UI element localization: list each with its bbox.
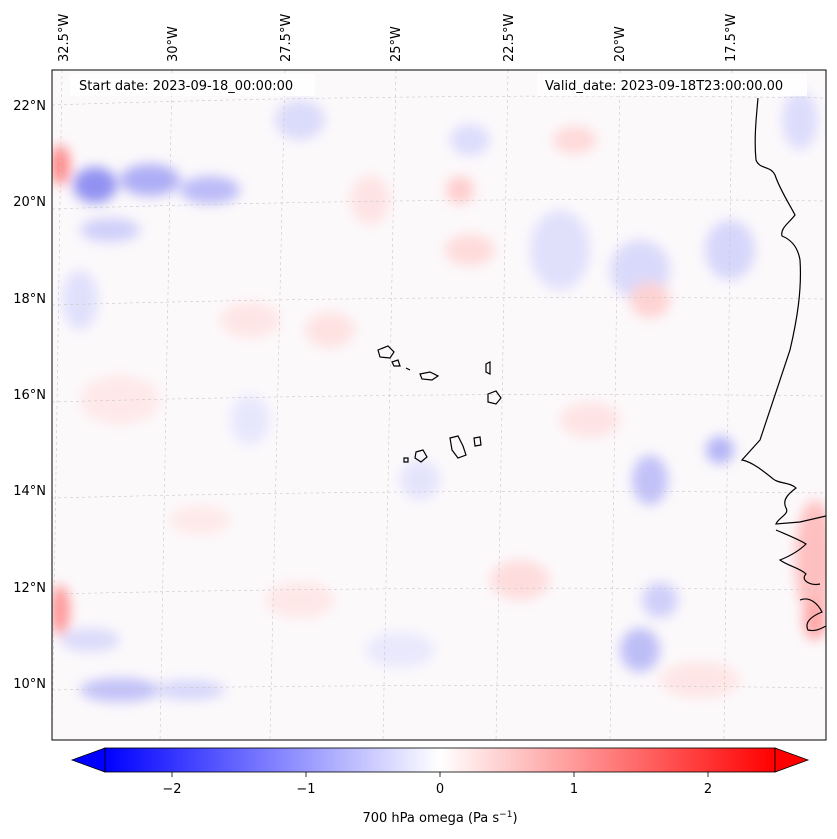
lat-label: 18°N: [13, 292, 46, 307]
lon-label: 17.5°W: [724, 14, 739, 62]
start-date-label: Start date: 2023-09-18_00:00:00: [79, 79, 293, 94]
lon-label: 20°W: [613, 26, 628, 62]
gridlines: [52, 70, 826, 740]
colorbar-tick-label: −2: [162, 782, 181, 797]
cape-verde-islands: [377, 345, 502, 463]
latitude-labels: 22°N 20°N 18°N 16°N 14°N 12°N 10°N: [13, 99, 46, 692]
colorbar-ticks: −2 −1 0 1 2: [162, 772, 712, 797]
lon-label: 27.5°W: [279, 14, 294, 62]
lat-label: 12°N: [13, 581, 46, 596]
longitude-labels: 32.5°W 30°W 27.5°W 25°W 22.5°W 20°W 17.5…: [57, 14, 739, 62]
lon-label: 22.5°W: [502, 14, 517, 62]
colorbar-tick-label: 1: [570, 782, 578, 797]
lat-label: 20°N: [13, 195, 46, 210]
colorbar: −2 −1 0 1 2 700 hPa omega (Pa s−1): [70, 747, 810, 826]
map-frame: [51, 69, 827, 741]
colorbar-extend-low: [70, 747, 106, 773]
lon-label: 30°W: [166, 26, 181, 62]
map-panel: [52, 70, 826, 740]
lon-label: 25°W: [389, 26, 404, 62]
lon-label: 32.5°W: [57, 14, 72, 62]
colorbar-extend-high: [774, 747, 810, 773]
colorbar-tick-label: 0: [436, 782, 444, 797]
colorbar-gradient: [104, 747, 776, 773]
colorbar-tick-label: −1: [296, 782, 315, 797]
lat-label: 16°N: [13, 388, 46, 403]
colorbar-label: 700 hPa omega (Pa s−1): [362, 810, 517, 826]
valid-date-label: Valid_date: 2023-09-18T23:00:00.00: [545, 79, 783, 94]
lat-label: 10°N: [13, 677, 46, 692]
colorbar-tick-label: 2: [704, 782, 712, 797]
lat-label: 14°N: [13, 484, 46, 499]
coastline: [740, 97, 826, 632]
lat-label: 22°N: [13, 99, 46, 114]
